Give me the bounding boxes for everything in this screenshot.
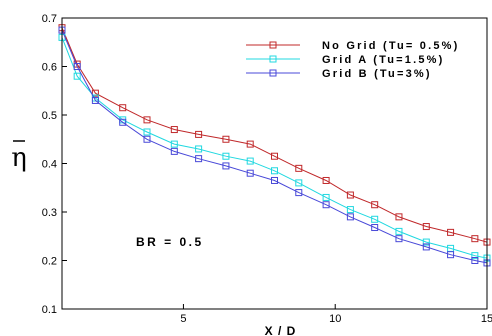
series-2-point-10 — [295, 189, 303, 197]
series-line-0 — [61, 27, 488, 243]
series-0-point-17 — [471, 235, 479, 243]
y-axis-title-text: η — [11, 143, 27, 173]
y-tick-label-4: 0.5 — [42, 110, 57, 122]
series-0-point-15 — [422, 223, 430, 231]
ticks-layer: 5 10 15 0.1 0.2 0.3 0.4 0.5 0.6 0.7 — [42, 13, 492, 325]
series-1-point-17 — [471, 252, 479, 260]
legend-label-0: No Grid (Tu= 0.5%) — [322, 40, 460, 52]
y-tick-label-1: 0.2 — [42, 256, 57, 268]
series-line-2 — [61, 29, 488, 264]
series-1-point-13 — [371, 215, 379, 223]
series-line-1 — [61, 37, 488, 259]
x-tick-label-0: 5 — [180, 313, 186, 325]
legend-marker-2 — [269, 69, 277, 77]
series-0-point-16 — [447, 228, 455, 236]
x-tick-label-1: 10 — [329, 313, 341, 325]
legend: No Grid (Tu= 0.5%) Grid A (Tu=1.5%) Grid B… — [246, 40, 460, 80]
series-1-point-12 — [346, 206, 354, 214]
series-2-point-7 — [222, 162, 230, 170]
series-0-point-4 — [143, 116, 151, 124]
y-axis-title: η — [11, 140, 27, 173]
series-2-point-15 — [422, 243, 430, 251]
series-1-point-11 — [322, 193, 330, 201]
series-2-point-8 — [246, 169, 254, 177]
series-1-point-4 — [143, 128, 151, 136]
series-0-point-3 — [119, 104, 127, 112]
series-2-point-9 — [271, 176, 278, 184]
series-0-point-9 — [271, 152, 278, 160]
series-2-point-2 — [91, 96, 99, 104]
legend-label-2: Grid B (Tu=3%) — [322, 68, 432, 80]
series-0-point-10 — [295, 164, 303, 172]
series-0-point-7 — [222, 135, 230, 143]
series-1-point-5 — [170, 140, 178, 148]
series-0-point-14 — [395, 213, 403, 221]
series-2-point-11 — [322, 201, 330, 209]
annotation-br: BR = 0.5 — [136, 235, 204, 249]
series-layer — [58, 24, 491, 267]
series-0-point-6 — [195, 130, 203, 138]
legend-marker-0 — [269, 41, 277, 49]
series-0-point-8 — [246, 140, 254, 148]
series-2-point-4 — [143, 135, 151, 143]
series-1-point-10 — [295, 179, 303, 187]
series-2-point-1 — [73, 63, 81, 70]
y-tick-label-3: 0.4 — [42, 159, 57, 171]
series-2-point-16 — [447, 251, 455, 259]
y-tick-label-2: 0.3 — [42, 207, 57, 219]
series-1-point-14 — [395, 227, 403, 235]
series-2-point-14 — [395, 235, 403, 243]
series-1-point-8 — [246, 157, 254, 165]
series-2-point-17 — [471, 257, 479, 264]
series-0-point-12 — [346, 191, 354, 199]
x-axis-title: X / D — [265, 324, 297, 336]
series-0-point-13 — [371, 201, 379, 209]
series-2-point-13 — [371, 224, 379, 232]
legend-marker-1 — [269, 55, 277, 63]
series-2-point-3 — [119, 118, 127, 126]
series-1-point-15 — [422, 238, 430, 246]
y-tick-label-5: 0.6 — [42, 62, 57, 74]
series-1-point-9 — [271, 167, 278, 175]
x-tick-label-2: 15 — [481, 313, 492, 325]
series-0-point-5 — [170, 126, 178, 134]
series-0-point-11 — [322, 176, 330, 184]
series-2-point-12 — [346, 213, 354, 221]
series-0-point-2 — [91, 89, 99, 97]
series-1-point-6 — [195, 145, 203, 153]
series-1-point-1 — [73, 72, 81, 80]
legend-label-1: Grid A (Tu=1.5%) — [322, 54, 445, 66]
series-2-point-6 — [195, 155, 203, 163]
y-tick-label-6: 0.7 — [42, 13, 57, 25]
series-2-point-5 — [170, 147, 178, 155]
series-1-point-7 — [222, 152, 230, 160]
y-tick-label-0: 0.1 — [42, 304, 57, 316]
